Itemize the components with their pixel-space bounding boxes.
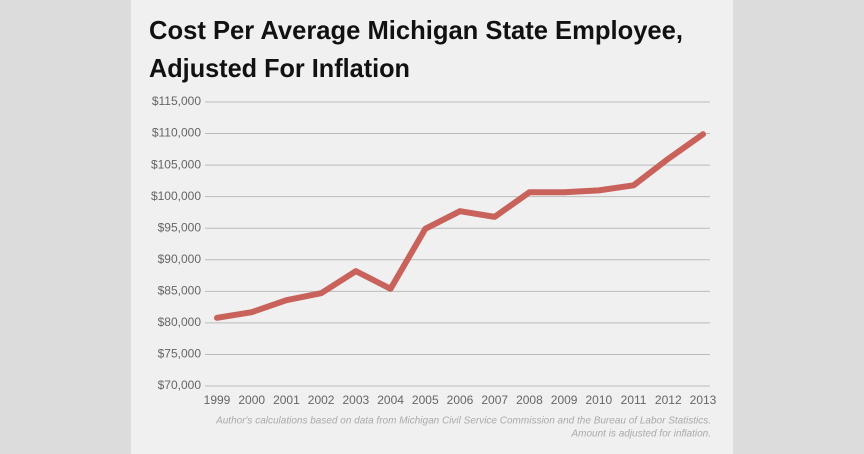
y-tick-label: $105,000 [151, 157, 201, 171]
source-note: Author's calculations based on data from… [215, 416, 711, 427]
x-tick-label: 2012 [655, 393, 682, 407]
x-tick-label: 1999 [204, 393, 231, 407]
y-tick-label: $100,000 [151, 189, 201, 203]
x-tick-label: 2002 [308, 393, 335, 407]
chart-title: Cost Per Average Michigan State Employee… [149, 15, 683, 45]
chart-title: Adjusted For Inflation [149, 53, 410, 83]
y-tick-label: $110,000 [152, 126, 201, 140]
x-tick-label: 2005 [412, 393, 439, 407]
x-tick-label: 2007 [481, 393, 508, 407]
x-tick-label: 2000 [238, 393, 265, 407]
y-tick-label: $70,000 [158, 378, 202, 392]
source-note: Amount is adjusted for inflation. [570, 429, 711, 440]
y-tick-label: $90,000 [158, 252, 202, 266]
x-tick-label: 2001 [273, 393, 300, 407]
x-tick-label: 2003 [343, 393, 370, 407]
x-tick-label: 2013 [690, 393, 717, 407]
data-line [214, 131, 706, 321]
x-tick-label: 2011 [621, 393, 647, 407]
y-tick-label: $80,000 [158, 315, 202, 329]
x-tick-label: 2009 [551, 393, 578, 407]
y-tick-label: $85,000 [158, 284, 202, 298]
y-tick-label: $115,000 [152, 94, 201, 108]
y-tick-label: $95,000 [158, 220, 202, 234]
y-tick-label: $75,000 [158, 347, 202, 361]
x-tick-label: 2008 [516, 393, 543, 407]
x-tick-label: 2004 [377, 393, 404, 407]
x-tick-label: 2010 [586, 393, 613, 407]
x-tick-label: 2006 [447, 393, 474, 407]
